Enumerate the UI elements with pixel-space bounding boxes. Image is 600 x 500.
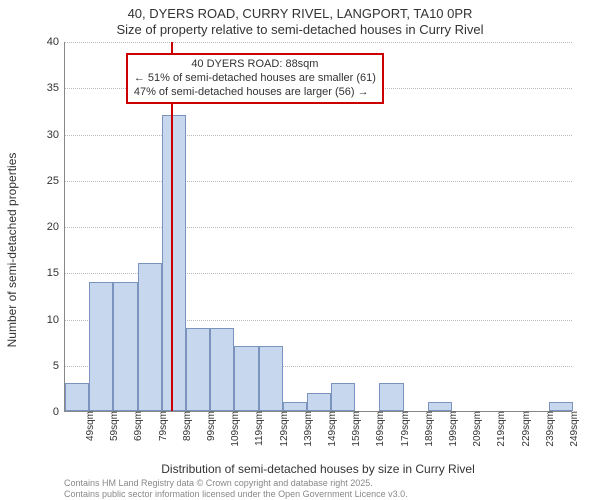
- x-tick-label: 179sqm: [396, 411, 411, 447]
- y-axis-label: Number of semi-detached properties: [5, 153, 19, 348]
- x-tick-label: 189sqm: [420, 411, 435, 447]
- histogram-bar: [186, 328, 210, 411]
- credits-line-2: Contains public sector information licen…: [64, 489, 408, 500]
- histogram-bar: [162, 115, 186, 411]
- annotation-line-2: ← 51% of semi-detached houses are smalle…: [134, 72, 376, 86]
- x-tick-label: 249sqm: [565, 411, 580, 447]
- x-tick-label: 99sqm: [202, 411, 217, 441]
- plot-area: 051015202530354049sqm59sqm69sqm79sqm89sq…: [64, 42, 572, 412]
- title-line-2: Size of property relative to semi-detach…: [0, 22, 600, 37]
- histogram-bar: [234, 346, 258, 411]
- x-tick-label: 209sqm: [468, 411, 483, 447]
- y-tick-label: 40: [47, 36, 65, 48]
- y-tick-label: 10: [47, 314, 65, 326]
- x-tick-label: 69sqm: [129, 411, 144, 441]
- y-tick-label: 35: [47, 82, 65, 94]
- x-tick-label: 149sqm: [323, 411, 338, 447]
- y-tick-label: 30: [47, 129, 65, 141]
- histogram-bar: [210, 328, 234, 411]
- histogram-bar: [89, 282, 113, 412]
- x-tick-label: 199sqm: [444, 411, 459, 447]
- histogram-bar: [113, 282, 137, 412]
- x-tick-label: 89sqm: [178, 411, 193, 441]
- y-tick-label: 20: [47, 221, 65, 233]
- y-tick-label: 15: [47, 267, 65, 279]
- histogram-bar: [259, 346, 283, 411]
- gridline: [65, 181, 572, 182]
- histogram-bar: [549, 402, 573, 411]
- x-tick-label: 219sqm: [492, 411, 507, 447]
- annotation-box: 40 DYERS ROAD: 88sqm← 51% of semi-detach…: [126, 53, 384, 104]
- x-tick-label: 49sqm: [81, 411, 96, 441]
- x-tick-label: 129sqm: [275, 411, 290, 447]
- gridline: [65, 227, 572, 228]
- histogram-bar: [65, 383, 89, 411]
- title-line-1: 40, DYERS ROAD, CURRY RIVEL, LANGPORT, T…: [0, 6, 600, 21]
- histogram-bar: [307, 393, 331, 412]
- histogram-bar: [283, 402, 307, 411]
- annotation-line-1: 40 DYERS ROAD: 88sqm: [134, 58, 376, 72]
- x-tick-label: 169sqm: [371, 411, 386, 447]
- x-tick-label: 139sqm: [299, 411, 314, 447]
- credits-line-1: Contains HM Land Registry data © Crown c…: [64, 478, 408, 489]
- x-tick-label: 59sqm: [105, 411, 120, 441]
- x-tick-label: 159sqm: [347, 411, 362, 447]
- histogram-bar: [428, 402, 452, 411]
- x-tick-label: 109sqm: [226, 411, 241, 447]
- y-tick-label: 5: [53, 360, 65, 372]
- x-tick-label: 79sqm: [154, 411, 169, 441]
- histogram-bar: [379, 383, 403, 411]
- x-tick-label: 229sqm: [517, 411, 532, 447]
- y-tick-label: 25: [47, 175, 65, 187]
- gridline: [65, 135, 572, 136]
- gridline: [65, 42, 572, 43]
- x-tick-label: 119sqm: [250, 411, 265, 446]
- annotation-line-3: 47% of semi-detached houses are larger (…: [134, 86, 376, 100]
- histogram-bar: [331, 383, 355, 411]
- y-tick-label: 0: [53, 406, 65, 418]
- x-axis-label: Distribution of semi-detached houses by …: [64, 462, 572, 476]
- chart-container: 40, DYERS ROAD, CURRY RIVEL, LANGPORT, T…: [0, 0, 600, 500]
- credits: Contains HM Land Registry data © Crown c…: [64, 478, 408, 500]
- histogram-bar: [138, 263, 162, 411]
- x-tick-label: 239sqm: [541, 411, 556, 447]
